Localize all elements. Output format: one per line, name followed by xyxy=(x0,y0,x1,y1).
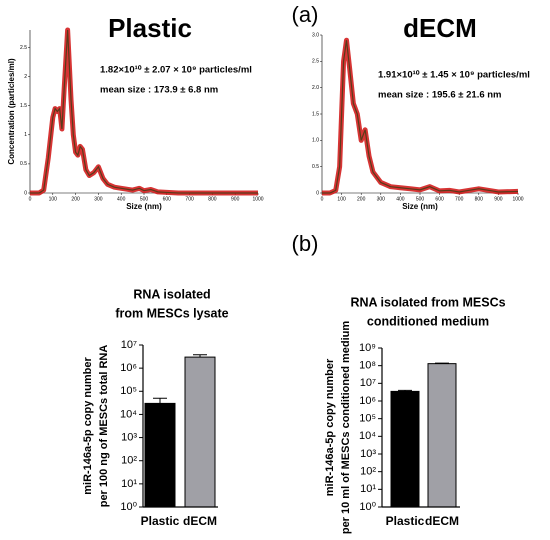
x-tick-label: 300 xyxy=(94,196,103,202)
y-tick-label: 2.5 xyxy=(20,45,27,51)
y-tick-label: 10⁵ xyxy=(359,413,376,425)
y-tick-label: 10⁷ xyxy=(121,339,137,351)
y-tick-label: 0.5 xyxy=(20,161,27,167)
chart-title: RNA isolated xyxy=(133,287,210,301)
chart-title: RNA isolated from MESCs xyxy=(350,295,505,309)
x-tick-label: dECM xyxy=(183,514,217,528)
x-axis-label: Size (nm) xyxy=(402,202,438,211)
bar xyxy=(427,363,457,508)
y-tick-label: 0 xyxy=(24,190,27,196)
y-tick-label: 10³ xyxy=(360,448,376,460)
x-tick-label: 100 xyxy=(49,196,58,202)
x-tick-label: 200 xyxy=(357,196,366,202)
x-tick-label: 700 xyxy=(455,196,464,202)
x-tick-label: Plastic xyxy=(386,514,425,528)
y-axis-label: miR-146a-5p copy number xyxy=(324,358,336,496)
y-tick-label: 10⁴ xyxy=(359,430,376,442)
x-tick-label: 900 xyxy=(494,196,503,202)
y-tick-label: 10⁵ xyxy=(120,385,137,397)
line-band xyxy=(322,37,519,196)
x-tick-label: 400 xyxy=(117,196,126,202)
y-axis-label: per 100 ng of MESCs total RNA xyxy=(98,345,110,508)
y-tick-label: 10⁶ xyxy=(120,362,137,374)
x-tick-label: 0 xyxy=(29,196,32,202)
y-tick-label: 3.0 xyxy=(312,32,319,38)
panel-label: (b) xyxy=(292,231,319,256)
y-tick-label: 10⁸ xyxy=(359,360,376,372)
error-bar xyxy=(153,397,167,404)
x-tick-label: 900 xyxy=(231,196,240,202)
line xyxy=(30,29,258,194)
y-tick-label: 10¹ xyxy=(121,478,137,490)
annotation: 1.82×10¹⁰ ± 2.07 × 10⁹ particles/ml xyxy=(100,65,252,76)
y-tick-label: 10¹ xyxy=(360,483,376,495)
y-tick-label: 1.5 xyxy=(20,103,27,109)
x-tick-label: 600 xyxy=(435,196,444,202)
x-tick-label: 1000 xyxy=(512,196,523,202)
y-tick-label: 10³ xyxy=(121,431,137,443)
line-band xyxy=(30,27,258,196)
x-tick-label: 100 xyxy=(337,196,346,202)
x-tick-label: Plastic xyxy=(141,514,180,528)
y-tick-label: 1.5 xyxy=(312,111,319,117)
annotation: mean size : 173.9 ± 6.8 nm xyxy=(100,85,218,96)
y-axis-label: per 10 ml of MESCs conditioned medium xyxy=(340,321,352,535)
x-tick-label: 500 xyxy=(416,196,425,202)
y-tick-label: 10⁷ xyxy=(360,377,376,389)
x-tick-label: 1000 xyxy=(252,196,263,202)
y-tick-label: 10⁶ xyxy=(359,395,376,407)
x-tick-label: 700 xyxy=(185,196,194,202)
x-tick-label: 800 xyxy=(208,196,217,202)
y-tick-label: 1.0 xyxy=(312,138,319,144)
x-tick-label: dECM xyxy=(425,514,459,528)
chart-title: Plastic xyxy=(108,13,192,43)
x-tick-label: 0 xyxy=(321,196,324,202)
y-tick-label: 10² xyxy=(360,466,376,478)
y-tick-label: 2.0 xyxy=(312,85,319,91)
panel-label: (a) xyxy=(292,2,319,27)
x-tick-label: 500 xyxy=(140,196,149,202)
y-tick-label: 10⁴ xyxy=(120,408,137,420)
error-bar xyxy=(435,362,449,364)
y-tick-label: 2.5 xyxy=(312,59,319,65)
annotation: mean size : 195.6 ± 21.6 nm xyxy=(378,90,502,101)
x-axis-label: Size (nm) xyxy=(126,202,162,211)
chart-title: dECM xyxy=(403,13,477,43)
bar xyxy=(144,402,176,508)
annotation: 1.91×10¹⁰ ± 1.45 × 10⁹ particles/ml xyxy=(378,70,530,81)
y-tick-label: 10⁹ xyxy=(359,342,376,354)
y-tick-label: 2 xyxy=(24,74,27,80)
y-tick-label: 10⁰ xyxy=(359,501,376,513)
x-tick-label: 400 xyxy=(396,196,405,202)
chart-title: conditioned medium xyxy=(367,314,489,328)
y-tick-label: 10⁰ xyxy=(120,501,137,513)
x-tick-label: 200 xyxy=(71,196,80,202)
bar xyxy=(390,390,420,508)
bar xyxy=(184,356,216,508)
chart-title: from MESCs lysate xyxy=(115,306,228,320)
x-tick-label: 300 xyxy=(377,196,386,202)
line xyxy=(322,40,519,194)
x-tick-label: 800 xyxy=(475,196,484,202)
error-bar xyxy=(398,389,412,392)
y-tick-label: 0 xyxy=(316,190,319,196)
y-tick-label: 10² xyxy=(121,455,137,467)
y-tick-label: 0.5 xyxy=(312,164,319,170)
error-bar xyxy=(193,354,207,358)
y-axis-label: miR-146a-5p copy number xyxy=(82,357,94,495)
x-tick-label: 600 xyxy=(163,196,172,202)
y-tick-label: 1 xyxy=(24,132,27,138)
y-axis-label: Concentration (particles/ml) xyxy=(7,58,16,165)
